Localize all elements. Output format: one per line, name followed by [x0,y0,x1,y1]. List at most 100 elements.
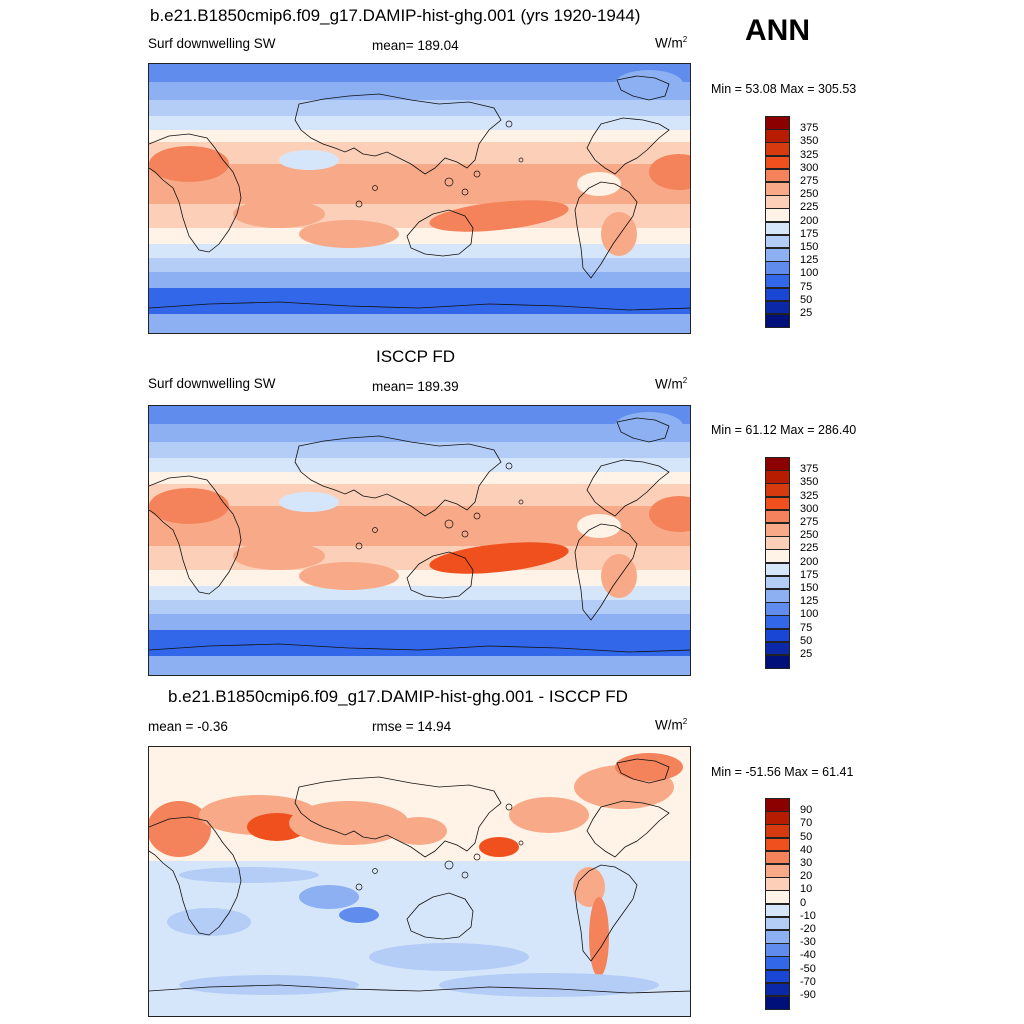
colorbar-swatch [765,811,790,825]
panel1-colorbar: 375 350 325 300 275 250 225 200 175 150 125 100 75 50… [765,116,818,328]
colorbar-tick-label: 200 [800,214,819,227]
panel3-title: b.e21.B1850cmip6.f09_g17.DAMIP-hist-ghg.… [168,687,628,706]
colorbar-tick-label: 350 [800,135,819,148]
colorbar-swatch [765,982,790,997]
colorbar-swatch [765,602,790,616]
colorbar-swatch [765,496,790,511]
colorbar-tick-label: 325 [800,148,819,161]
colorbar-tick-label: 30 [800,857,813,869]
season-label: ANN [745,14,810,47]
colorbar-tick-label: 125 [800,254,819,267]
colorbar-tick-label: 100 [800,267,819,280]
colorbar-swatch [765,969,790,984]
panel2-variable-label: Surf downwelling SW [148,376,276,391]
colorbar-swatch [765,208,790,223]
colorbar-swatch [765,956,790,971]
colorbar-tick-label: 20 [800,870,813,883]
colorbar-swatch [765,655,790,669]
colorbar-tick-label: 70 [800,817,813,830]
colorbar-tick-label: 225 [800,201,819,214]
colorbar-swatch [765,850,790,865]
colorbar-tick-label: 90 [800,804,813,817]
colorbar-swatch [765,575,790,590]
colorbar-swatch [765,300,790,315]
colorbar-swatch [765,155,790,170]
colorbar-swatch [765,877,790,891]
panel2-colorbar: 375 350 325 300 275 250 225 200 175 150 125 100 75 50… [765,457,818,669]
colorbar-swatch [765,903,790,918]
colorbar-swatch [765,824,790,839]
colorbar-swatch [765,890,790,905]
panel2-title: ISCCP FD [376,347,456,366]
colorbar-swatch [765,129,790,143]
colorbar-swatch [765,287,790,302]
colorbar-tick-label: 375 [800,122,819,135]
panel2-minmax: Min = 61.12 Max = 286.40 [711,423,857,437]
colorbar-tick-label: 275 [800,516,819,528]
colorbar-tick-label: 375 [800,463,819,476]
colorbar-tick-label: -20 [800,923,816,935]
colorbar-tick-label: -40 [800,949,816,962]
colorbar-tick-label: 175 [800,227,819,240]
colorbar-tick-label: 25 [800,648,813,660]
colorbar-swatch [765,116,790,130]
colorbar-tick-label: 75 [800,280,813,293]
colorbar-swatch [765,837,790,852]
panel1-map [148,63,691,334]
colorbar-tick-label: -50 [800,962,816,975]
colorbar-swatch [765,182,790,196]
panel1-mean-label: mean= 189.04 [372,38,459,53]
colorbar-tick-label: 150 [800,582,819,594]
colorbar-tick-label: 125 [800,595,819,608]
panel3-rmse-label: rmse = 14.94 [372,719,452,734]
colorbar-tick-label: 50 [800,830,813,843]
colorbar-swatch [765,943,790,957]
colorbar-tick-label: -70 [800,975,816,988]
colorbar-swatch [765,274,790,289]
colorbar-swatch [765,798,790,812]
colorbar-tick-label: 325 [800,489,819,502]
colorbar-tick-label: 250 [800,188,819,201]
colorbar-tick-label: 75 [800,621,813,634]
colorbar-swatch [765,509,790,524]
colorbar-tick-label: 250 [800,529,819,542]
colorbar-swatch [765,234,790,249]
colorbar-tick-label: -90 [800,989,816,1001]
panel1-minmax: Min = 53.08 Max = 305.53 [711,82,857,96]
colorbar-swatch [765,221,790,236]
panel2-map [148,405,691,676]
colorbar-swatch [765,536,790,550]
panel2-mean-label: mean= 189.39 [372,379,459,394]
colorbar-swatch [765,195,790,209]
colorbar-tick-label: 150 [800,241,819,253]
colorbar-swatch [765,523,790,537]
colorbar-tick-label: 350 [800,476,819,489]
colorbar-swatch [765,864,790,878]
colorbar-tick-label: 40 [800,843,813,856]
colorbar-swatch [765,261,790,275]
panel3-minmax: Min = -51.56 Max = 61.41 [711,765,854,779]
colorbar-swatch [765,916,790,931]
colorbar-tick-label: 175 [800,568,819,581]
panel3-colorbar: 90 70 50 40 30 20 10 0 -10 -20 -30 -40 -50 -70 -90 [765,798,816,1010]
colorbar-swatch [765,168,790,183]
colorbar-swatch [765,996,790,1010]
colorbar-swatch [765,641,790,656]
colorbar-tick-label: 50 [800,634,813,647]
colorbar-swatch [765,589,790,603]
colorbar-tick-label: 50 [800,293,813,306]
panel1-units: W/m2 [655,35,688,51]
colorbar-swatch [765,314,790,328]
colorbar-swatch [765,470,790,484]
colorbar-tick-label: 275 [800,175,819,187]
panel3-units: W/m2 [655,717,688,733]
panel1-title: b.e21.B1850cmip6.f09_g17.DAMIP-hist-ghg.… [150,6,641,25]
colorbar-swatch [765,562,790,577]
colorbar-swatch [765,483,790,498]
colorbar-tick-label: 0 [800,896,807,909]
colorbar-tick-label: 225 [800,542,819,555]
colorbar-tick-label: 100 [800,608,819,621]
colorbar-tick-label: -30 [800,936,816,949]
colorbar-swatch [765,628,790,643]
colorbar-swatch [765,549,790,564]
